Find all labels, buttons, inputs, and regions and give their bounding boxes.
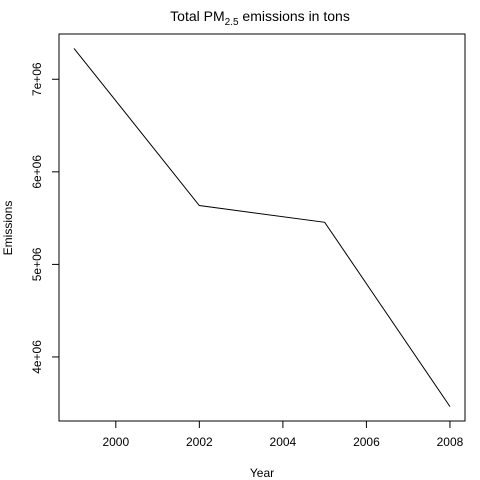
y-tick-label: 7e+06 [30,62,44,96]
y-tick-label: 6e+06 [30,155,44,189]
chart-title-subscript: 2.5 [225,17,239,28]
chart-title: Total PM2.5 emissions in tons [170,8,350,28]
x-tick-label: 2002 [186,435,213,449]
x-tick-label: 2006 [353,435,380,449]
chart-title-prefix: Total PM [170,8,224,24]
x-tick-label: 2004 [270,435,297,449]
y-axis-label: Emissions [1,201,15,256]
series-layer [73,48,451,407]
x-axis-label: Year [250,466,274,480]
y-axis: 4e+06 5e+06 6e+06 7e+06 [30,62,59,374]
emissions-series-line [73,48,451,407]
plot-frame [58,33,466,422]
x-tick-label: 2008 [437,435,464,449]
y-tick-label: 5e+06 [30,247,44,281]
x-axis: 2000 2002 2004 2006 2008 [102,421,464,449]
x-tick-label: 2000 [102,435,129,449]
chart-title-suffix: emissions in tons [239,8,350,24]
y-tick-label: 4e+06 [30,340,44,374]
